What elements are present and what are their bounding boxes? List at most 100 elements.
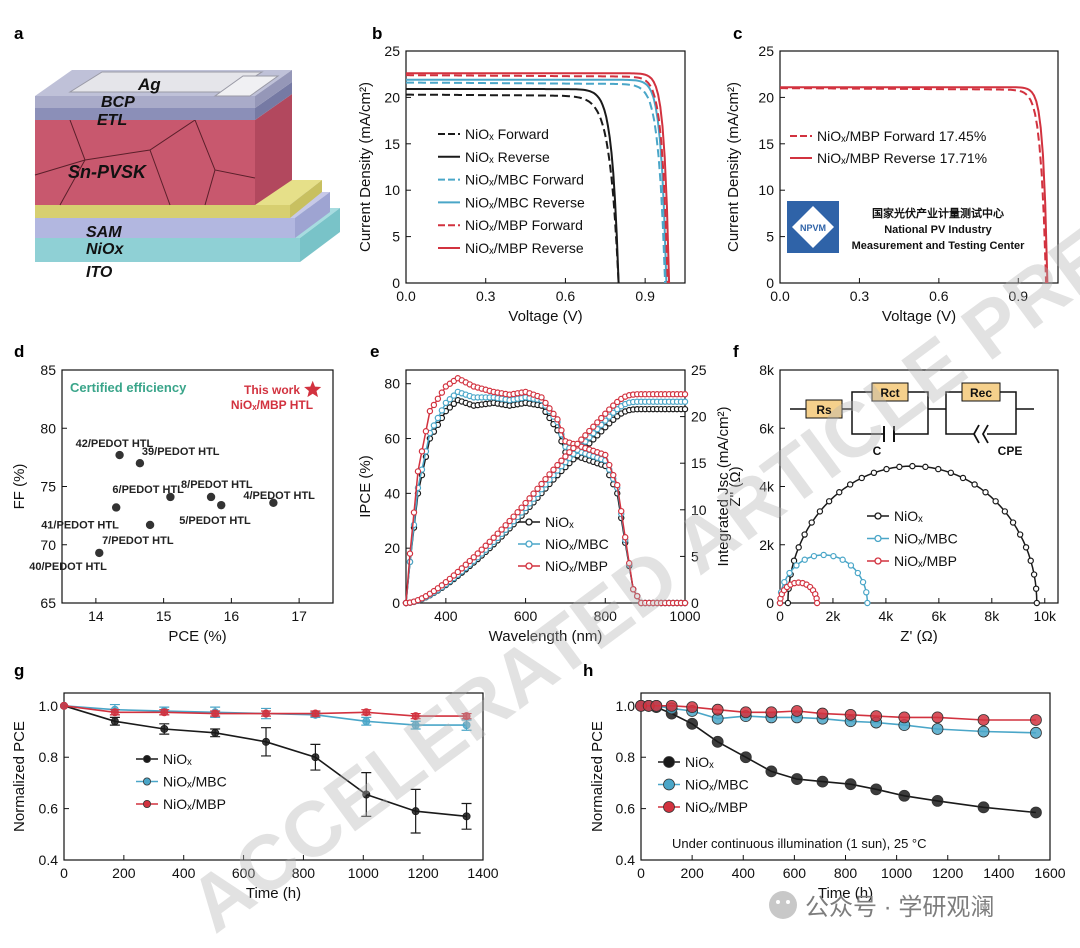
circuit-label: Rec <box>970 386 992 400</box>
y-tick-label: 15 <box>758 136 774 152</box>
data-point <box>269 498 278 508</box>
y-tick-label: 80 <box>384 376 400 392</box>
nyquist-marker <box>813 599 821 607</box>
x-tick-label: 0.6 <box>556 288 576 304</box>
ipce-marker <box>450 392 458 399</box>
x-tick-label: 1000 <box>669 608 700 624</box>
y2-axis-label: Integrated Jsc (mA/cm²) <box>715 406 732 566</box>
highlight-label: This work <box>244 383 300 397</box>
ipce-marker <box>554 416 561 423</box>
y-tick-label: 10 <box>758 182 774 198</box>
nio-front <box>35 218 295 238</box>
data-marker <box>362 717 371 726</box>
y-axis-label: Current Density (mA/cm²) <box>725 82 742 252</box>
nyquist-marker <box>793 562 800 569</box>
nyquist-marker <box>847 562 855 569</box>
y-tick-label: 80 <box>40 420 56 436</box>
ito-front <box>35 238 300 262</box>
jsc-marker <box>462 561 469 568</box>
nyquist-marker <box>846 481 854 488</box>
ipce-marker <box>610 471 617 479</box>
x-tick-label: 0.3 <box>850 288 870 304</box>
jsc-marker <box>582 432 589 439</box>
ipce-marker <box>442 399 450 407</box>
x-tick-label: 800 <box>292 865 316 881</box>
legend-label: NiOₓ <box>894 508 923 524</box>
x-axis-label: Time (h) <box>246 885 301 902</box>
legend-label: NiOₓ Forward <box>465 126 549 142</box>
legend-label: NiOₓ/MBC <box>894 531 958 547</box>
ag-electrode <box>68 71 264 93</box>
ipce-marker <box>406 550 414 557</box>
nyquist-marker <box>883 465 890 473</box>
nyquist-marker <box>870 469 878 477</box>
x-tick-label: 600 <box>514 608 538 624</box>
jsc-marker <box>538 480 545 488</box>
nyquist-marker <box>909 462 916 470</box>
data-label: 41/PEDOT HTL <box>41 519 119 531</box>
x-axis-label: Z' (Ω) <box>900 628 937 645</box>
data-label: 6/PEDOT HTL <box>112 484 184 496</box>
nyquist-marker <box>1022 544 1030 551</box>
data-point <box>135 459 145 468</box>
circuit-label: C <box>873 444 882 458</box>
nyquist-marker <box>864 599 871 607</box>
data-marker <box>898 789 911 802</box>
ipce-marker <box>606 461 613 469</box>
ipce-marker <box>446 404 454 411</box>
wechat-icon-eye <box>776 900 780 904</box>
jsc-marker <box>450 572 458 579</box>
jsc-marker <box>610 402 617 409</box>
wechat-icon-eye <box>786 900 790 904</box>
highlight-star <box>304 380 322 398</box>
legend-marker <box>663 756 675 768</box>
nyquist-marker <box>1027 557 1034 564</box>
x-tick-label: 0.3 <box>476 288 496 304</box>
legend-marker <box>142 777 151 786</box>
y-tick-label: 0.4 <box>616 852 636 868</box>
data-marker <box>665 699 678 712</box>
y-axis-label: Current Density (mA/cm²) <box>357 82 374 252</box>
pvsk-front <box>35 120 255 205</box>
layer-label-sam: SAM <box>86 224 122 241</box>
x-tick-label: 1000 <box>348 865 379 881</box>
layer-label-pvsk: Sn-PVSK <box>68 162 148 182</box>
x-tick-label: 6k <box>931 608 947 624</box>
x-tick-label: 15 <box>156 608 172 624</box>
circuit-label: Rct <box>880 386 899 400</box>
data-marker <box>650 699 663 712</box>
legend-label: NiOₓ/MBC <box>545 536 609 552</box>
bcp-side <box>255 70 292 108</box>
jsc-marker <box>602 410 609 417</box>
data-marker <box>160 708 169 717</box>
jsc-marker <box>490 534 497 541</box>
jsc-marker <box>454 568 462 576</box>
y-tick-label: 25 <box>384 43 400 59</box>
device-schematic: Ag BCP ETL Sn-PVSK SAM NiOx ITO <box>34 70 340 281</box>
ito-side <box>300 208 340 262</box>
panel-letter-f: f <box>733 342 739 361</box>
nyquist-marker <box>1033 599 1041 607</box>
ipce-marker <box>681 599 689 607</box>
legend-label: NiOₓ/MBP Reverse <box>465 240 584 256</box>
data-marker <box>262 709 271 718</box>
jv-chart-c: 0.0 0.3 0.6 0.9 0 5 10 15 20 25 Voltage (V) Current… <box>725 43 1059 325</box>
y-tick-label: 4k <box>759 479 775 495</box>
plot-frame <box>405 369 686 604</box>
data-marker <box>411 721 420 730</box>
layer-label-etl: ETL <box>97 112 127 129</box>
y2-tick-label: 0 <box>691 595 699 611</box>
data-marker <box>711 735 724 748</box>
legend-label: NiOₓ Reverse <box>465 149 550 165</box>
x-tick-label: 10k <box>1033 608 1057 624</box>
jsc-marker <box>681 391 689 398</box>
x-tick-label: 14 <box>88 608 104 624</box>
x-tick-label: 1200 <box>932 865 963 881</box>
chart-note: Certified efficiency <box>70 380 187 395</box>
circuit-label: CPE <box>998 444 1023 458</box>
legend-label: NiOₓ/MBP <box>685 799 748 815</box>
x-tick-label: 0.9 <box>635 288 655 304</box>
nyquist-marker <box>836 489 843 496</box>
x-tick-label: 8k <box>984 608 1000 624</box>
